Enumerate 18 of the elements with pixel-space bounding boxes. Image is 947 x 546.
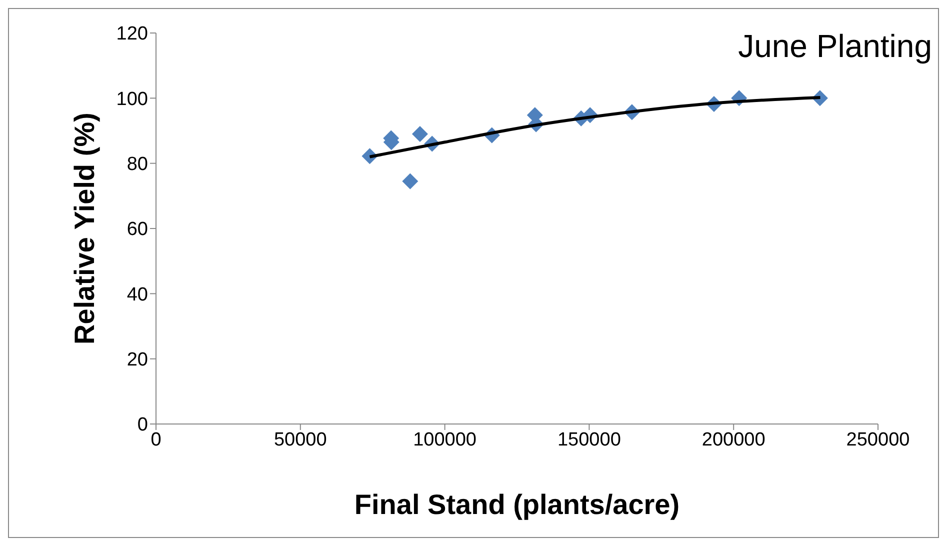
- y-tick-label: 80: [126, 154, 148, 176]
- y-tick-label: 100: [116, 88, 148, 110]
- point: [402, 173, 418, 190]
- y-tick-label: 20: [126, 350, 148, 371]
- x-axis-title: Final Stand (plants/acre): [354, 488, 680, 520]
- x-tick-label: 250000: [846, 429, 910, 450]
- y-tick-label: 40: [126, 284, 148, 306]
- y-tick-label: 120: [116, 24, 148, 45]
- x-tick-label: 50000: [274, 429, 327, 450]
- x-tick-label: 200000: [702, 429, 766, 450]
- y-tick-label: 0: [137, 414, 148, 436]
- x-tick-label: 150000: [557, 429, 621, 450]
- y-axis-title: Relative Yield (%): [68, 112, 100, 344]
- chart-title: June Planting: [738, 28, 932, 64]
- point: [412, 126, 428, 142]
- x-tick-label: 100000: [413, 429, 477, 450]
- x-tick-label: 0: [150, 429, 162, 450]
- y-tick-label: 60: [126, 219, 148, 240]
